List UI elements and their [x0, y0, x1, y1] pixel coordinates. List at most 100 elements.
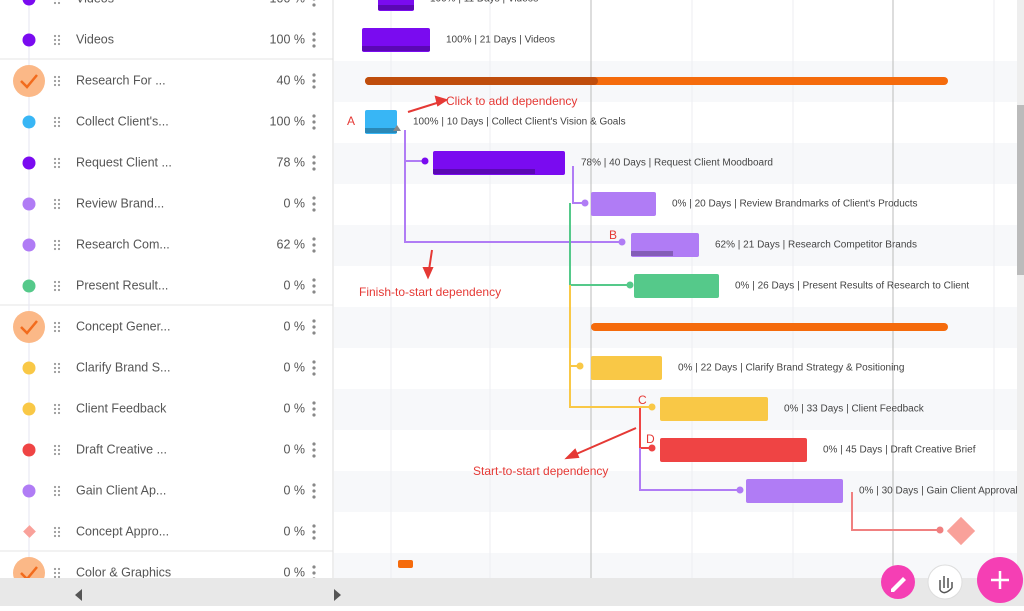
menu-dot[interactable] [312, 319, 315, 322]
menu-dot[interactable] [312, 202, 315, 205]
status-dot [23, 485, 36, 498]
drag-dot [58, 486, 60, 488]
task-name[interactable]: Request Client ... [76, 155, 172, 169]
task-name[interactable]: Videos [76, 0, 114, 5]
menu-dot[interactable] [312, 243, 315, 246]
menu-dot[interactable] [312, 442, 315, 445]
drag-dot [58, 285, 60, 287]
menu-dot[interactable] [312, 448, 315, 451]
menu-dot[interactable] [312, 530, 315, 533]
menu-dot[interactable] [312, 278, 315, 281]
menu-dot[interactable] [312, 196, 315, 199]
drag-dot [54, 527, 56, 529]
task-name[interactable]: Clarify Brand S... [76, 360, 170, 374]
menu-dot[interactable] [312, 161, 315, 164]
menu-dot[interactable] [312, 483, 315, 486]
menu-dot[interactable] [312, 565, 315, 568]
menu-dot[interactable] [312, 85, 315, 88]
drag-dot [54, 576, 56, 578]
menu-dot[interactable] [312, 237, 315, 240]
drag-dot [54, 494, 56, 496]
menu-dot[interactable] [312, 413, 315, 416]
group-icon [13, 311, 45, 343]
task-name[interactable]: Collect Client's... [76, 114, 169, 128]
task-name[interactable]: Research Com... [76, 237, 170, 251]
task-percent: 100 % [270, 0, 305, 5]
drag-dot [58, 326, 60, 328]
menu-dot[interactable] [312, 372, 315, 375]
task-name[interactable]: Research For ... [76, 73, 166, 87]
task-name[interactable]: Draft Creative ... [76, 442, 167, 456]
menu-dot[interactable] [312, 489, 315, 492]
drag-dot [58, 43, 60, 45]
menu-dot[interactable] [312, 331, 315, 334]
drag-dot [58, 531, 60, 533]
task-bar[interactable] [660, 438, 807, 462]
task-name[interactable]: Gain Client Ap... [76, 483, 166, 497]
menu-dot[interactable] [312, 155, 315, 158]
menu-dot[interactable] [312, 73, 315, 76]
drag-dot [54, 408, 56, 410]
progress-bar [362, 46, 430, 51]
menu-dot[interactable] [312, 79, 315, 82]
scroll-thumb[interactable] [1017, 105, 1024, 275]
task-bar[interactable] [634, 274, 719, 298]
task-bar[interactable] [746, 479, 843, 503]
menu-dot[interactable] [312, 454, 315, 457]
bar-label: 100% | 10 Days | Collect Client's Vision… [413, 117, 626, 128]
menu-dot[interactable] [312, 120, 315, 123]
task-percent: 40 % [277, 73, 306, 87]
task-bar[interactable] [591, 192, 656, 216]
task-name[interactable]: Concept Gener... [76, 319, 171, 333]
menu-dot[interactable] [312, 495, 315, 498]
menu-dot[interactable] [312, 0, 315, 1]
annotation: Click to add dependency [446, 94, 577, 108]
drag-dot [54, 445, 56, 447]
drag-dot [58, 404, 60, 406]
drag-dot [58, 199, 60, 201]
status-dot [23, 362, 36, 375]
task-bar[interactable] [660, 397, 768, 421]
menu-dot[interactable] [312, 536, 315, 539]
drag-dot [54, 412, 56, 414]
menu-dot[interactable] [312, 32, 315, 35]
menu-dot[interactable] [312, 126, 315, 129]
task-name[interactable]: Client Feedback [76, 401, 167, 415]
menu-dot[interactable] [312, 167, 315, 170]
menu-dot[interactable] [312, 290, 315, 293]
menu-dot[interactable] [312, 366, 315, 369]
task-name[interactable]: Review Brand... [76, 196, 164, 210]
drag-dot [58, 162, 60, 164]
menu-dot[interactable] [312, 3, 315, 6]
pan-button[interactable] [928, 565, 962, 599]
menu-dot[interactable] [312, 325, 315, 328]
menu-dot[interactable] [312, 44, 315, 47]
drag-dot [54, 363, 56, 365]
menu-dot[interactable] [312, 249, 315, 252]
annotation: C [638, 393, 647, 407]
menu-dot[interactable] [312, 38, 315, 41]
drag-dot [58, 363, 60, 365]
menu-dot[interactable] [312, 284, 315, 287]
menu-dot[interactable] [312, 524, 315, 527]
task-name[interactable]: Color & Graphics [76, 565, 171, 579]
menu-dot[interactable] [312, 407, 315, 410]
menu-dot[interactable] [312, 571, 315, 574]
drag-dot [58, 412, 60, 414]
task-name[interactable]: Present Result... [76, 278, 168, 292]
menu-dot[interactable] [312, 360, 315, 363]
status-dot [23, 34, 36, 47]
task-percent: 100 % [270, 114, 305, 128]
task-name[interactable]: Concept Appro... [76, 524, 169, 538]
menu-dot[interactable] [312, 114, 315, 117]
scrollbar[interactable] [1017, 0, 1024, 578]
annotation: Finish-to-start dependency [359, 285, 501, 299]
task-name[interactable]: Videos [76, 32, 114, 46]
task-bar[interactable] [591, 356, 662, 380]
dependency-dot [619, 239, 626, 246]
drag-dot [58, 289, 60, 291]
menu-dot[interactable] [312, 401, 315, 404]
drag-dot [58, 568, 60, 570]
menu-dot[interactable] [312, 208, 315, 211]
